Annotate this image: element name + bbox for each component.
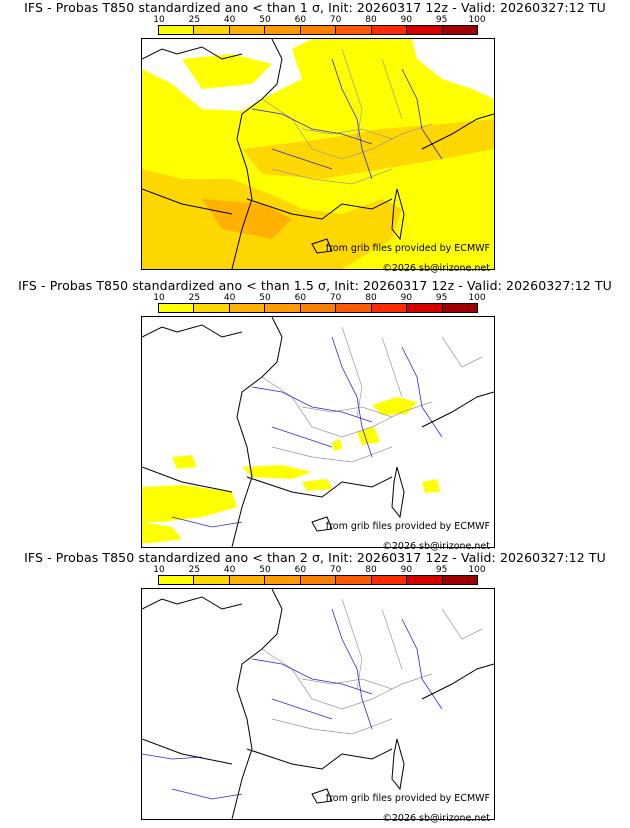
colorbar-segment xyxy=(265,304,301,312)
coastlines xyxy=(142,589,494,819)
map-svg xyxy=(142,317,494,547)
colorbar-segment xyxy=(336,304,372,312)
panel-title: IFS - Probas T850 standardized ano < tha… xyxy=(24,0,606,15)
colorbar-segment xyxy=(407,576,443,584)
colorbar-tick-label: 95 xyxy=(435,565,448,575)
colorbar-segment xyxy=(407,26,443,34)
probability-map xyxy=(141,38,495,270)
colorbar-tick-label: 40 xyxy=(223,15,236,25)
colorbar-tick-label: 100 xyxy=(468,15,486,25)
colorbar-tick-label: 100 xyxy=(468,293,486,303)
colorbar-segment xyxy=(300,26,337,34)
borders xyxy=(261,598,483,735)
colorbar xyxy=(158,25,478,35)
colorbar-segment xyxy=(407,304,443,312)
colorbar-tick-label: 70 xyxy=(329,293,342,303)
panel-1sigma: IFS - Probas T850 standardized ano < tha… xyxy=(0,0,630,276)
colorbar-tick-label: 25 xyxy=(188,15,201,25)
prob-area-high xyxy=(202,199,292,239)
credit-text: from grib files provided by ECMWF xyxy=(325,521,490,532)
colorbar-segment xyxy=(371,26,408,34)
colorbar-segment xyxy=(229,304,266,312)
colorbar-segment xyxy=(159,576,195,584)
colorbar-tick-label: 100 xyxy=(468,565,486,575)
colorbar-segment xyxy=(159,304,195,312)
coastlines xyxy=(142,39,494,269)
colorbar-tick-label: 60 xyxy=(294,565,307,575)
colorbar-tick-label: 50 xyxy=(259,15,271,25)
borders xyxy=(261,326,483,463)
colorbar-tick-label: 10 xyxy=(153,565,165,575)
colorbar-tick-label: 60 xyxy=(294,293,307,303)
colorbar-segment xyxy=(371,304,408,312)
colorbar-ticks: 10 25 40 50 60 70 80 90 95 100 xyxy=(153,15,485,25)
colorbar-segment xyxy=(194,576,230,584)
colorbar-tick-label: 80 xyxy=(365,565,377,575)
colorbar-tick-label: 60 xyxy=(294,15,307,25)
colorbar-tick-label: 70 xyxy=(329,15,342,25)
colorbar-segment xyxy=(336,576,372,584)
prob-area-h xyxy=(422,479,440,493)
colorbar-segment xyxy=(371,576,408,584)
prob-area-c xyxy=(332,439,342,451)
colorbar-tick-label: 80 xyxy=(365,293,377,303)
probability-map xyxy=(141,588,495,820)
colorbar-tick-label: 25 xyxy=(188,565,201,575)
colorbar-segment xyxy=(442,304,477,312)
colorbar-segment xyxy=(336,26,372,34)
map-svg xyxy=(142,39,494,269)
colorbar-tick-label: 40 xyxy=(223,293,236,303)
colorbar-segment xyxy=(265,576,301,584)
probability-map xyxy=(141,316,495,548)
colorbar-tick-label: 95 xyxy=(435,15,448,25)
colorbar-tick-label: 70 xyxy=(329,565,342,575)
colorbar-tick-label: 95 xyxy=(435,293,448,303)
prob-area-ocean-north xyxy=(182,54,272,89)
colorbar-segment xyxy=(265,26,301,34)
colorbar-ticks: 10 25 40 50 60 70 80 90 95 100 xyxy=(153,293,485,303)
colorbar-segment xyxy=(194,26,230,34)
prob-area-e xyxy=(242,465,312,479)
coastlines xyxy=(142,317,494,547)
colorbar-segment xyxy=(300,304,337,312)
prob-area-f xyxy=(142,485,237,522)
prob-area-d xyxy=(172,455,197,469)
prob-area-i xyxy=(142,522,182,543)
prob-area-b xyxy=(357,427,380,445)
copyright-text: ©2026 sb@irizone.net xyxy=(382,813,490,824)
colorbar xyxy=(158,575,478,585)
colorbar-tick-label: 50 xyxy=(259,565,271,575)
colorbar-segment xyxy=(229,576,266,584)
colorbar-tick-label: 90 xyxy=(400,565,413,575)
colorbar-tick-label: 10 xyxy=(153,15,165,25)
copyright-text: ©2026 sb@irizone.net xyxy=(382,541,490,552)
colorbar-tick-label: 10 xyxy=(153,293,165,303)
panel-title: IFS - Probas T850 standardized ano < tha… xyxy=(24,550,606,565)
colorbar xyxy=(158,303,478,313)
panel-1-5sigma: IFS - Probas T850 standardized ano < tha… xyxy=(0,278,630,554)
prob-area-g xyxy=(302,479,332,491)
colorbar-segment xyxy=(229,26,266,34)
credit-text: from grib files provided by ECMWF xyxy=(325,793,490,804)
colorbar-tick-label: 40 xyxy=(223,565,236,575)
map-svg xyxy=(142,589,494,819)
rivers xyxy=(171,336,443,528)
panel-title: IFS - Probas T850 standardized ano < tha… xyxy=(18,278,612,293)
colorbar-segment xyxy=(442,26,477,34)
colorbar-segment xyxy=(159,26,195,34)
colorbar-tick-label: 80 xyxy=(365,15,377,25)
colorbar-segment xyxy=(194,304,230,312)
colorbar-ticks: 10 25 40 50 60 70 80 90 95 100 xyxy=(153,565,485,575)
colorbar-tick-label: 25 xyxy=(188,293,201,303)
colorbar-tick-label: 90 xyxy=(400,15,413,25)
colorbar-segment xyxy=(300,576,337,584)
colorbar-tick-label: 50 xyxy=(259,293,271,303)
colorbar-segment xyxy=(442,576,477,584)
credit-text: from grib files provided by ECMWF xyxy=(325,243,490,254)
colorbar-tick-label: 90 xyxy=(400,293,413,303)
prob-area-mid-2 xyxy=(242,119,494,179)
panel-2sigma: IFS - Probas T850 standardized ano < tha… xyxy=(0,550,630,826)
copyright-text: ©2026 sb@irizone.net xyxy=(382,263,490,274)
